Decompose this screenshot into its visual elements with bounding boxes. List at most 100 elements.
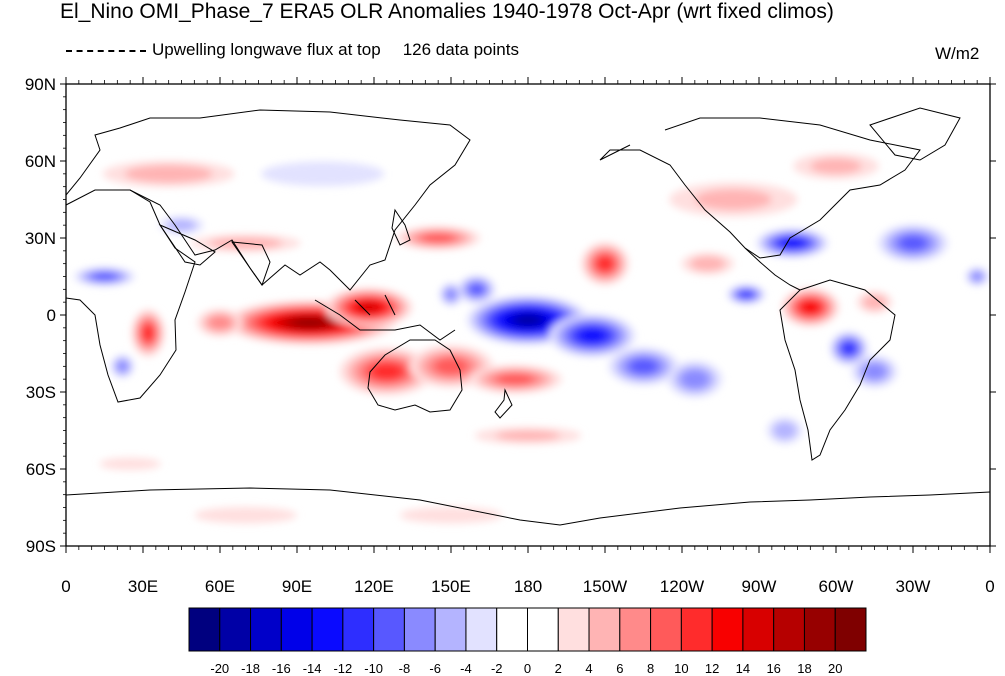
- anomaly-contour: [681, 370, 709, 389]
- anomaly-field: [74, 153, 989, 524]
- anomaly-blob: [549, 313, 636, 358]
- colorbar-swatch: [619, 607, 652, 652]
- anomaly-blob: [458, 275, 496, 304]
- colorbar-swatch: [250, 607, 282, 652]
- anomaly-blob: [474, 427, 582, 445]
- anomaly-contour: [194, 506, 297, 524]
- anomaly-contour: [421, 233, 455, 243]
- coast-india: [230, 241, 271, 287]
- anomaly-blob: [325, 287, 413, 327]
- colorbar-label: 6: [616, 661, 623, 676]
- colorbar-swatch: [742, 607, 775, 652]
- anomaly-blob: [829, 331, 868, 365]
- anomaly-blob: [99, 457, 161, 471]
- anomaly-contour: [694, 189, 772, 210]
- colorbar-swatch: [373, 607, 405, 652]
- anomaly-blob: [856, 291, 893, 314]
- lon-tick-label: 0: [61, 577, 70, 596]
- lat-tick-label: 30N: [25, 229, 56, 248]
- chart-title: El_Nino OMI_Phase_7 ERA5 OLR Anomalies 1…: [60, 0, 834, 23]
- colorbar-label: 16: [766, 661, 780, 676]
- colorbar-label: -20: [210, 661, 229, 676]
- colorbar-label: -8: [399, 661, 411, 676]
- anomaly-contour: [261, 161, 385, 187]
- anomaly-contour: [597, 256, 613, 271]
- anomaly-blob: [727, 284, 766, 304]
- colorbar-label: 12: [705, 661, 719, 676]
- colorbar-label: 10: [674, 661, 688, 676]
- lon-tick-label: 60E: [205, 577, 235, 596]
- coast-indonesia: [314, 294, 456, 341]
- colorbar-label: 14: [736, 661, 750, 676]
- coast-greenland: [869, 107, 961, 161]
- anomaly-blob: [581, 242, 629, 285]
- lon-tick-label: 90W: [742, 577, 777, 596]
- anomaly-contour: [810, 158, 862, 174]
- lon-tick-label: 30E: [128, 577, 158, 596]
- lon-tick-label: 30W: [896, 577, 931, 596]
- colorbar-label: -14: [303, 661, 322, 676]
- colorbar-swatch: [773, 607, 805, 652]
- colorbar-swatch: [188, 607, 221, 652]
- lat-tick-label: 60N: [25, 152, 56, 171]
- anomaly-blob: [608, 347, 679, 386]
- anomaly-blob: [197, 309, 243, 337]
- anomaly-blob: [681, 252, 735, 275]
- anomaly-blob: [399, 506, 503, 524]
- colorbar-label: 4: [585, 661, 592, 676]
- colorbar-swatch: [496, 607, 528, 652]
- anomaly-contour: [208, 315, 232, 330]
- anomaly-contour: [142, 325, 154, 341]
- anomaly-contour: [399, 506, 503, 524]
- colorbar-label: -6: [429, 661, 441, 676]
- anomaly-contour: [445, 288, 457, 301]
- axes: 90N 60N 30N 0 30S 60S 90S 0 30E 60E 90E 120E 150E 180…: [25, 75, 996, 596]
- anomaly-contour: [357, 302, 380, 313]
- anomaly-contour: [739, 291, 753, 298]
- lat-tick-label: 60S: [26, 460, 56, 479]
- anomaly-blob: [74, 267, 135, 286]
- anomaly-contour: [434, 357, 468, 375]
- anomaly-blob: [468, 365, 562, 394]
- anomaly-blob: [793, 153, 879, 179]
- coast-central-america: [744, 247, 801, 291]
- coast-eurasia: [66, 109, 471, 291]
- colorbar-swatch: [557, 607, 590, 652]
- colorbar-swatch: [650, 607, 682, 652]
- lon-tick-label: 120W: [660, 577, 704, 596]
- anomaly-contour: [802, 301, 819, 313]
- anomaly-contour: [782, 239, 803, 248]
- anomaly-contour: [862, 294, 887, 310]
- colorbar-label: 18: [797, 661, 811, 676]
- dashed-line-icon: [66, 49, 146, 52]
- anomaly-contour: [842, 342, 856, 354]
- anomaly-blob: [111, 354, 134, 378]
- lon-tick-label: 0: [985, 577, 994, 596]
- anomaly-blob: [965, 267, 989, 286]
- anomaly-blob: [396, 226, 481, 250]
- anomaly-blob: [131, 309, 165, 357]
- line-legend: Upwelling longwave flux at top 126 data p…: [66, 40, 519, 60]
- lon-tick-label: 180: [514, 577, 542, 596]
- anomaly-blob: [756, 228, 829, 258]
- anomaly-contour: [579, 329, 605, 342]
- anomaly-blob: [339, 347, 435, 396]
- anomaly-contour: [863, 363, 886, 380]
- coast-japan: [391, 208, 411, 246]
- colorbar-label: -4: [460, 661, 472, 676]
- anomaly-blob: [669, 182, 798, 217]
- anomaly-contour: [772, 421, 797, 440]
- lat-tick-label: 90S: [26, 537, 56, 556]
- anomaly-contour: [496, 373, 534, 385]
- colorbar-label: -2: [491, 661, 503, 676]
- anomaly-blob: [781, 288, 840, 327]
- anomaly-blob: [159, 216, 204, 234]
- anomaly-contour: [899, 235, 927, 251]
- colorbar-swatch: [465, 607, 498, 652]
- coast-new-zealand: [494, 388, 513, 419]
- anomaly-contour: [469, 283, 485, 295]
- lon-tick-label: 90E: [282, 577, 312, 596]
- coast-australia: [367, 339, 463, 413]
- coast-antarctica: [66, 487, 990, 526]
